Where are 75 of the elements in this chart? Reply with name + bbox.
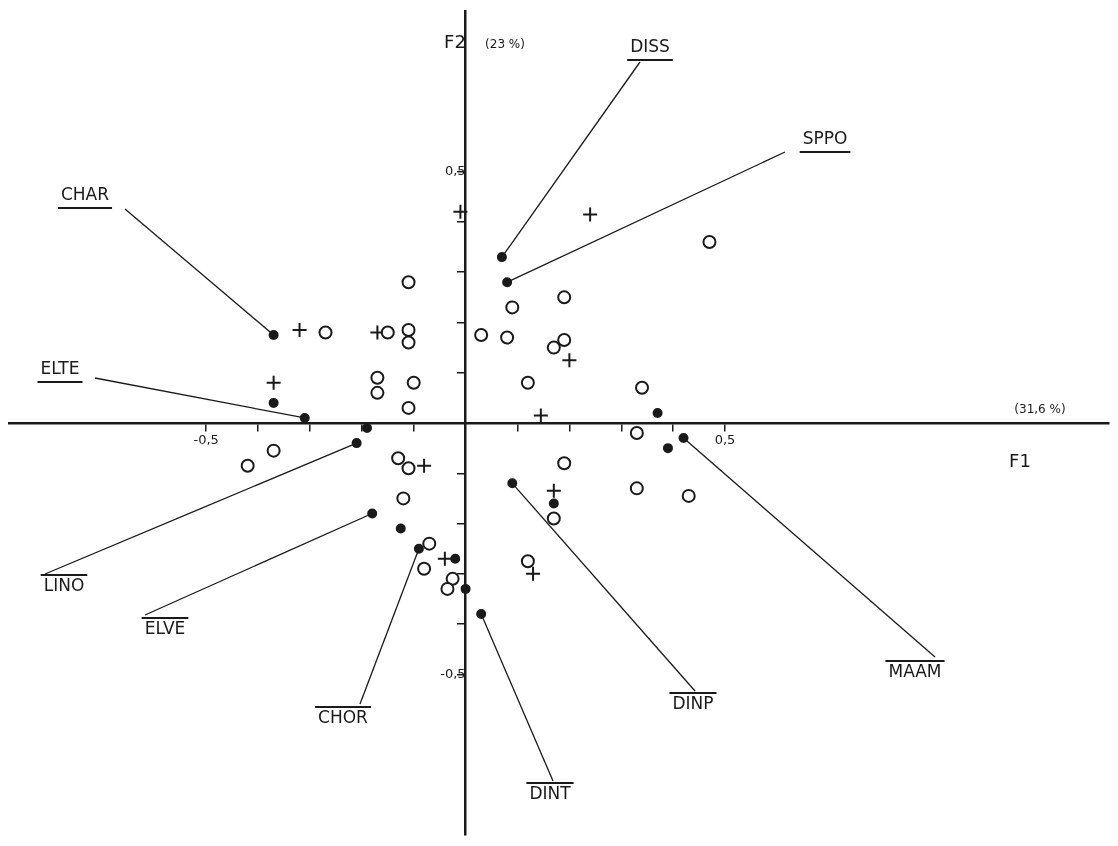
point — [318, 325, 333, 340]
point — [702, 235, 717, 250]
point — [436, 550, 453, 567]
point — [401, 400, 416, 415]
point — [401, 323, 416, 337]
annotation: MAAM — [888, 661, 942, 682]
point — [520, 554, 535, 569]
point — [460, 583, 471, 594]
point — [476, 609, 487, 620]
point — [266, 443, 281, 458]
point — [299, 412, 310, 423]
point — [502, 277, 513, 288]
point — [406, 375, 421, 390]
annotation: DINP — [672, 693, 714, 714]
point — [525, 565, 542, 582]
point — [416, 457, 433, 474]
point — [445, 571, 460, 586]
point — [265, 374, 282, 391]
point — [548, 498, 559, 509]
point — [450, 553, 461, 564]
point — [629, 426, 644, 441]
point — [452, 203, 469, 220]
point — [474, 328, 489, 343]
annotation: DISS — [630, 36, 670, 57]
annotation: (23 %) — [485, 37, 525, 52]
point — [496, 252, 507, 263]
point — [422, 536, 437, 551]
point — [561, 352, 578, 369]
point — [367, 508, 378, 519]
point — [557, 456, 572, 471]
point — [391, 451, 406, 466]
point — [520, 375, 535, 390]
point — [557, 290, 572, 305]
annotation: SPPO — [802, 128, 848, 149]
y-axis-title: F2 — [444, 30, 466, 52]
point — [401, 461, 416, 476]
point — [545, 482, 562, 499]
point — [507, 478, 518, 489]
point — [681, 488, 696, 503]
point — [662, 443, 673, 454]
annotation: CHOR — [318, 707, 369, 728]
point — [396, 491, 411, 506]
point — [532, 407, 549, 424]
point — [401, 335, 416, 350]
point — [629, 481, 644, 496]
point — [291, 322, 308, 338]
point — [582, 206, 599, 223]
point — [268, 330, 279, 341]
point — [362, 423, 373, 434]
point — [557, 333, 572, 348]
annotation: ELTE — [40, 358, 80, 379]
x-axis-title: F1 — [1009, 449, 1031, 471]
point — [351, 438, 362, 449]
point — [370, 370, 385, 385]
point — [652, 407, 663, 418]
point — [395, 523, 406, 534]
point — [380, 325, 395, 340]
point — [417, 561, 432, 576]
point — [678, 433, 689, 444]
point — [635, 380, 650, 395]
point — [505, 300, 520, 315]
annotation: CHAR — [60, 184, 110, 205]
annotation: LINO — [43, 575, 85, 596]
annotation: ELVE — [144, 618, 186, 639]
point — [370, 385, 385, 400]
point — [500, 330, 515, 345]
point — [413, 543, 424, 554]
point — [546, 340, 561, 355]
point — [268, 397, 279, 408]
point — [401, 275, 416, 290]
point — [440, 581, 455, 596]
annotation: DINT — [529, 783, 572, 804]
annotation: (31,6 %) — [1014, 402, 1066, 417]
point — [240, 458, 255, 473]
point — [546, 511, 561, 526]
